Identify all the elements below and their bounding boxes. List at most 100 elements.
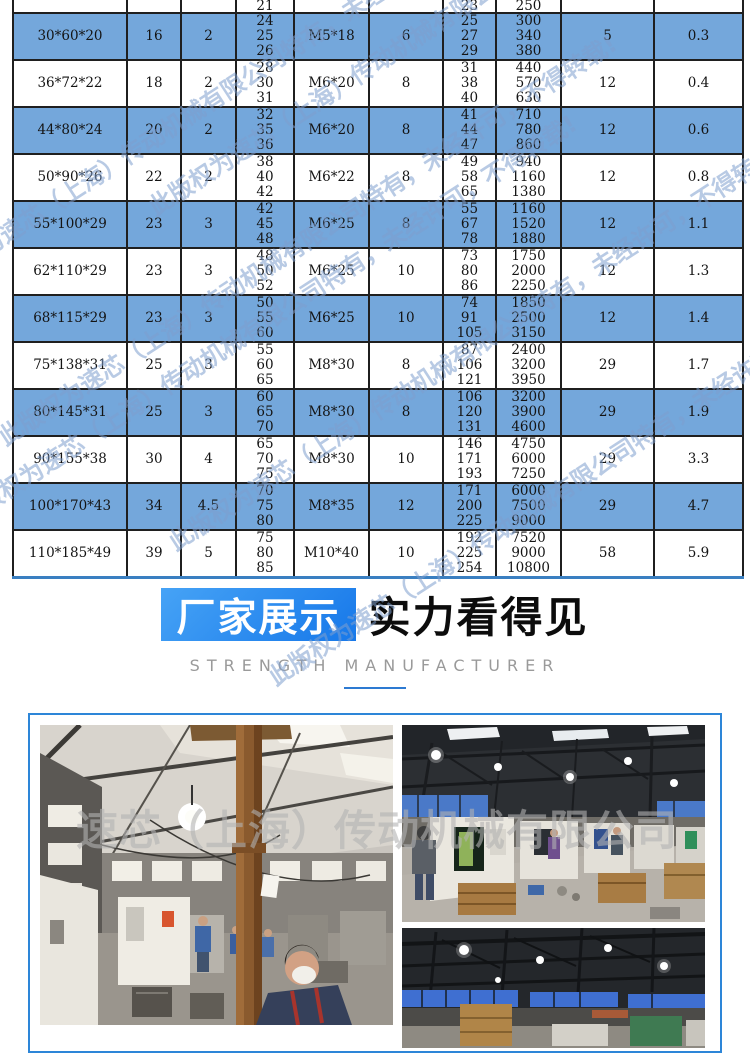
- table-cell: M6*25: [293, 294, 370, 343]
- table-cell: 18: [126, 59, 182, 108]
- spec-table-body: 21 23 250 30*60*20 16 2 24 25 26 M5*18 6 25 27 29 300 3…: [12, 0, 744, 579]
- table-cell: 1.7: [653, 341, 744, 390]
- table-cell: 106 120 131: [442, 388, 497, 437]
- table-cell: 3200 3900 4600: [495, 388, 562, 437]
- table-cell: 4.7: [653, 482, 744, 531]
- table-cell: 48 50 52: [235, 247, 295, 296]
- table-cell: 2: [180, 153, 237, 202]
- table-cell: 8: [368, 200, 444, 249]
- table-cell: 1850 2500 3150: [495, 294, 562, 343]
- table-cell: [293, 0, 370, 14]
- table-cell: 4: [180, 435, 237, 484]
- table-cell: 1160 1520 1880: [495, 200, 562, 249]
- table-cell: 12: [560, 200, 655, 249]
- table-cell: 29: [560, 482, 655, 531]
- table-cell: M6*20: [293, 106, 370, 155]
- table-cell: 39: [126, 529, 182, 579]
- table-cell: 68*115*29: [12, 294, 128, 343]
- table-cell: 12: [560, 247, 655, 296]
- table-cell: 3: [180, 294, 237, 343]
- table-cell: [560, 0, 655, 14]
- table-cell: [12, 0, 128, 14]
- table-cell: 250: [495, 0, 562, 14]
- table-cell: 8: [368, 388, 444, 437]
- table-row: 62*110*29 23 3 48 50 52 M6*25 10 73 80 86 1750 2000 2…: [12, 247, 744, 296]
- table-cell: [180, 0, 237, 14]
- table-cell: 7520 9000 10800: [495, 529, 562, 579]
- table-cell: 75*138*31: [12, 341, 128, 390]
- table-cell: 74 91 105: [442, 294, 497, 343]
- table-cell: 75 80 85: [235, 529, 295, 579]
- table-row: 36*72*22 18 2 28 30 31 M6*20 8 31 38 40 440 570 630 12…: [12, 59, 744, 108]
- table-cell: 8: [368, 59, 444, 108]
- table-cell: 21: [235, 0, 295, 14]
- table-cell: M6*22: [293, 153, 370, 202]
- table-cell: 10: [368, 529, 444, 579]
- table-cell: 1.9: [653, 388, 744, 437]
- table-cell: 25 27 29: [442, 12, 497, 61]
- table-cell: 25: [126, 388, 182, 437]
- table-cell: 10: [368, 247, 444, 296]
- table-cell: 2: [180, 59, 237, 108]
- table-cell: 20: [126, 106, 182, 155]
- table-cell: 22: [126, 153, 182, 202]
- table-cell: 16: [126, 12, 182, 61]
- table-cell: 38 40 42: [235, 153, 295, 202]
- factory-photo-cnc-row: [402, 725, 705, 922]
- table-cell: 300 340 380: [495, 12, 562, 61]
- table-cell: 1750 2000 2250: [495, 247, 562, 296]
- factory-photo-frame: 速芯（上海）传动机械有限公司: [28, 713, 722, 1053]
- table-cell: M8*30: [293, 435, 370, 484]
- table-cell: 0.6: [653, 106, 744, 155]
- table-cell: 55 60 65: [235, 341, 295, 390]
- table-cell: 90*155*38: [12, 435, 128, 484]
- section-badge: 厂家展示: [161, 588, 356, 641]
- table-cell: 192 225 254: [442, 529, 497, 579]
- table-cell: 710 780 860: [495, 106, 562, 155]
- table-cell: 30*60*20: [12, 12, 128, 61]
- factory-photo-grid: [40, 725, 710, 1048]
- table-cell: 42 45 48: [235, 200, 295, 249]
- table-cell: 12: [560, 294, 655, 343]
- table-cell: 32 35 36: [235, 106, 295, 155]
- table-cell: 28 30 31: [235, 59, 295, 108]
- table-cell: 50*90*26: [12, 153, 128, 202]
- factory-photo-warehouse: [402, 928, 705, 1048]
- section-subtitle: STRENGTH MANUFACTURER: [189, 656, 561, 675]
- table-row: 44*80*24 20 2 32 35 36 M6*20 8 41 44 47 710 780 860 12…: [12, 106, 744, 155]
- table-cell: 30: [126, 435, 182, 484]
- table-cell: 5: [560, 12, 655, 61]
- table-cell: M5*18: [293, 12, 370, 61]
- table-cell: 12: [560, 153, 655, 202]
- table-cell: 146 171 193: [442, 435, 497, 484]
- table-cell: 3: [180, 247, 237, 296]
- table-cell: 100*170*43: [12, 482, 128, 531]
- table-row: 30*60*20 16 2 24 25 26 M5*18 6 25 27 29 300 340 380 5 0…: [12, 12, 744, 61]
- table-cell: 2: [180, 12, 237, 61]
- table-cell: M8*30: [293, 388, 370, 437]
- table-cell: 12: [368, 482, 444, 531]
- table-cell: 24 25 26: [235, 12, 295, 61]
- factory-photo-right-column: [402, 725, 705, 1048]
- table-cell: 70 75 80: [235, 482, 295, 531]
- table-row: 68*115*29 23 3 50 55 60 M6*25 10 74 91 105 1850 2500…: [12, 294, 744, 343]
- table-cell: 12: [560, 59, 655, 108]
- table-cell: 110*185*49: [12, 529, 128, 579]
- table-cell: 940 1160 1380: [495, 153, 562, 202]
- table-cell: 5.9: [653, 529, 744, 579]
- table-cell: 29: [560, 388, 655, 437]
- table-cell: 23: [126, 200, 182, 249]
- table-cell: 3: [180, 341, 237, 390]
- table-cell: 41 44 47: [442, 106, 497, 155]
- table-cell: M10*40: [293, 529, 370, 579]
- table-cell: 440 570 630: [495, 59, 562, 108]
- table-row: 110*185*49 39 5 75 80 85 M10*40 10 192 225 254 7520…: [12, 529, 744, 579]
- table-cell: [368, 0, 444, 14]
- table-cell: 12: [560, 106, 655, 155]
- table-cell: 0.3: [653, 12, 744, 61]
- table-cell: 60 65 70: [235, 388, 295, 437]
- table-row: 90*155*38 30 4 65 70 75 M8*30 10 146 171 193 4750 60…: [12, 435, 744, 484]
- table-cell: 29: [560, 341, 655, 390]
- table-cell: 31 38 40: [442, 59, 497, 108]
